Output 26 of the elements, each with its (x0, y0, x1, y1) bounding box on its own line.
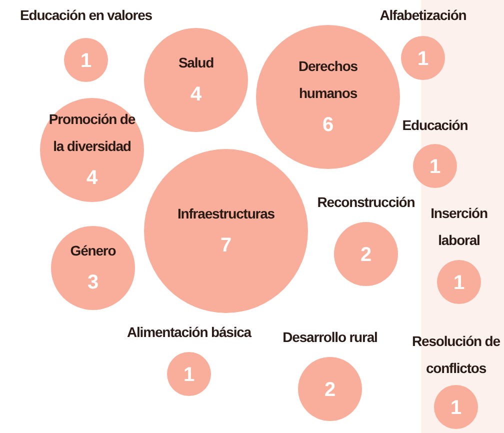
data-label: 3 (87, 272, 99, 294)
category-label: Inserción laboral (430, 205, 488, 248)
data-label: 1 (183, 364, 195, 386)
data-label: 1 (429, 156, 441, 178)
category-label: Reconstrucción (317, 194, 415, 210)
data-label: 4 (190, 84, 202, 106)
category-label: Promoción de la diversidad (48, 111, 136, 154)
data-label: 7 (220, 234, 232, 256)
data-label: 2 (324, 379, 336, 401)
category-label: Salud (178, 54, 214, 70)
category-label: Alfabetización (380, 7, 466, 23)
category-label: Alimentación básica (127, 324, 252, 340)
category-label: Educación en valores (20, 7, 153, 23)
data-label: 4 (86, 167, 98, 189)
category-label: Desarrollo rural (282, 329, 378, 345)
data-label: 1 (417, 48, 429, 70)
category-label: Género (70, 242, 116, 258)
category-label: Infraestructuras (178, 206, 276, 222)
data-label: 1 (80, 50, 92, 72)
data-label: 1 (453, 272, 465, 294)
data-label: 6 (322, 114, 334, 136)
data-label: 1 (450, 397, 462, 419)
category-label: Educación (402, 117, 468, 133)
category-label: Resolución de conflictos (412, 333, 501, 376)
category-label: Derechos humanos (298, 58, 358, 101)
data-label: 2 (360, 244, 372, 266)
